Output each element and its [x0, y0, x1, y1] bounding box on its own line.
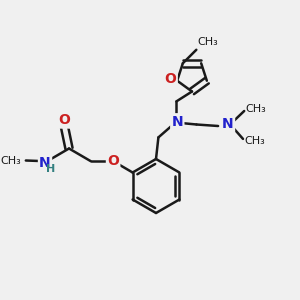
Text: O: O	[58, 113, 70, 127]
Text: CH₃: CH₃	[1, 155, 21, 166]
Text: CH₃: CH₃	[198, 38, 219, 47]
Text: O: O	[107, 154, 119, 168]
Text: CH₃: CH₃	[246, 104, 266, 115]
Text: N: N	[172, 115, 183, 128]
Text: N: N	[222, 118, 234, 131]
Text: CH₃: CH₃	[244, 136, 265, 146]
Text: N: N	[39, 156, 51, 170]
Text: H: H	[46, 164, 56, 175]
Text: O: O	[165, 72, 176, 86]
